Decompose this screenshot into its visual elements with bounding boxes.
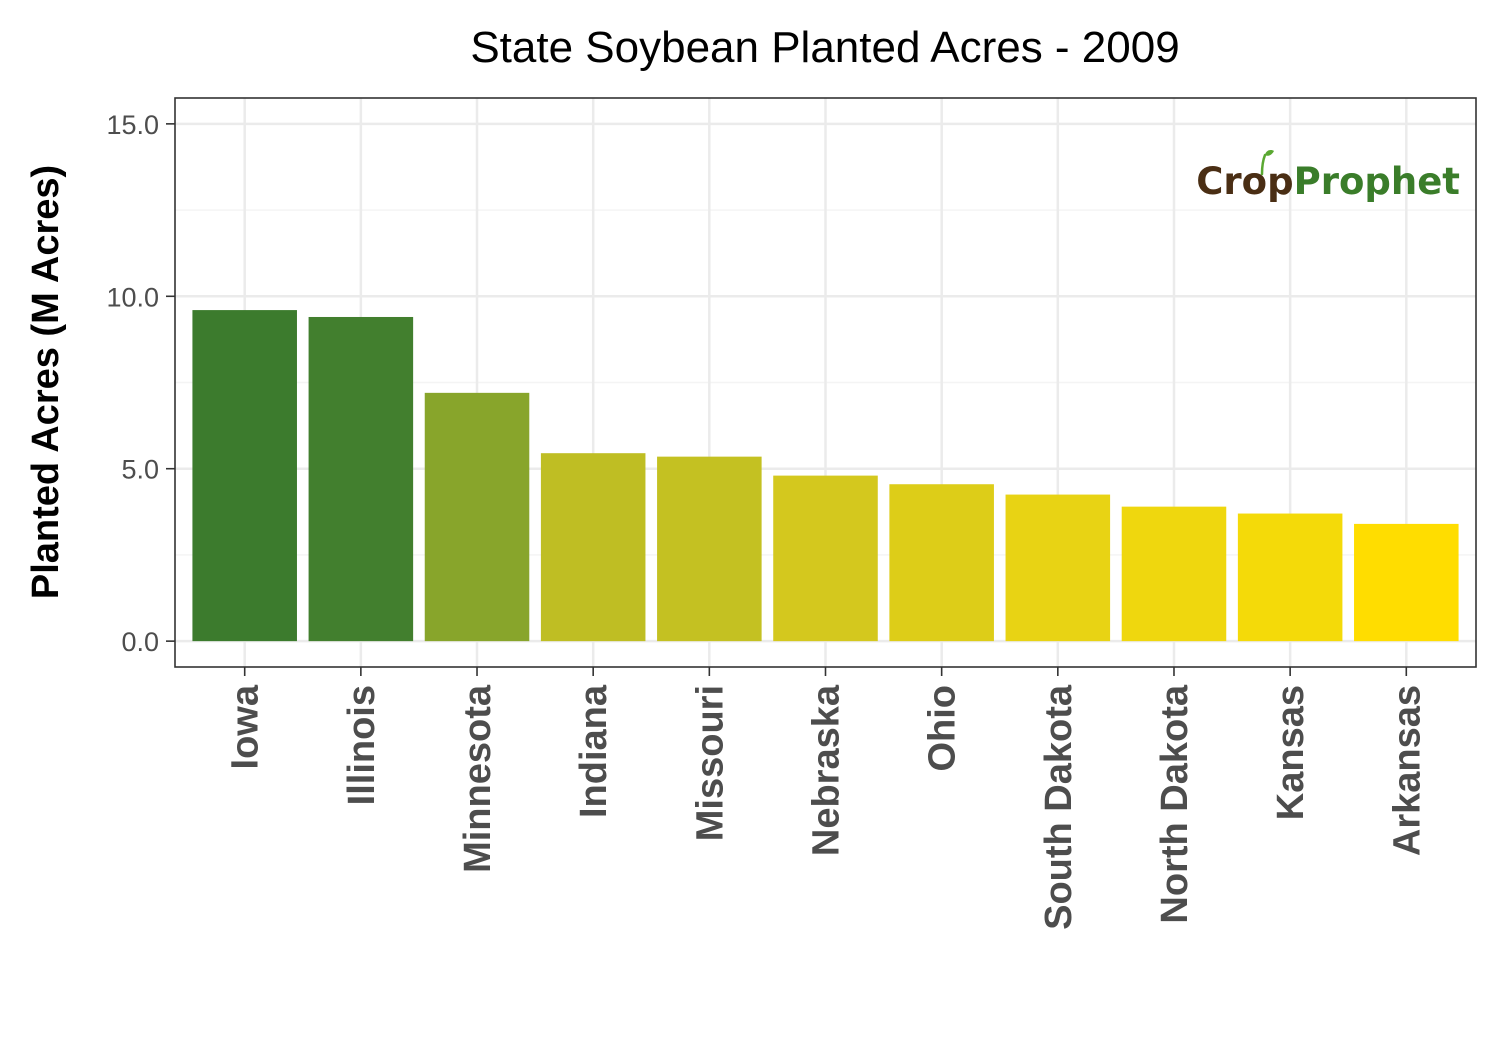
y-tick-label: 5.0 — [121, 455, 159, 485]
logo-text-prophet: Prophet — [1294, 160, 1460, 203]
x-tick-label: Indiana — [573, 684, 615, 818]
plot-panel-border — [174, 97, 1477, 668]
y-axis-ticks: 0.0 5.0 10.0 15.0 — [106, 110, 175, 657]
bar-minnesota — [424, 392, 530, 642]
y-tick-label: 10.0 — [106, 282, 159, 312]
x-tick-label: Illinois — [341, 685, 383, 805]
bar-illinois — [308, 316, 414, 642]
bar-indiana — [540, 453, 646, 642]
x-tick-label: Missouri — [689, 685, 731, 841]
x-tick-label: Arkansas — [1386, 685, 1428, 856]
x-tick-label: Ohio — [922, 685, 964, 772]
x-tick-label: Kansas — [1270, 685, 1312, 820]
bar-iowa — [192, 310, 297, 642]
bar-ohio — [889, 484, 994, 642]
y-tick-label: 15.0 — [106, 110, 159, 140]
bar-kansas — [1237, 513, 1343, 642]
x-tick-label: South Dakota — [1038, 684, 1080, 930]
bar-missouri — [657, 456, 762, 642]
y-axis-label: Planted Acres (M Acres) — [25, 165, 67, 599]
sprout-icon — [1260, 150, 1274, 176]
chart-title: State Soybean Planted Acres - 2009 — [470, 23, 1179, 72]
bar-nebraska — [773, 475, 878, 642]
svg-text:CropProphet: CropProphet — [1196, 160, 1460, 203]
x-tick-label: Minnesota — [457, 684, 499, 873]
x-tick-label: Iowa — [225, 684, 267, 769]
x-tick-label: North Dakota — [1154, 684, 1196, 923]
x-tick-label: Nebraska — [806, 684, 848, 856]
bar-arkansas — [1354, 523, 1459, 642]
y-tick-label: 0.0 — [121, 627, 159, 657]
bars — [192, 310, 1459, 642]
x-axis-ticks: Iowa Illinois Minnesota Indiana Missouri Nebr… — [225, 667, 1428, 930]
cropprophet-logo: CropProphet — [1196, 150, 1460, 203]
logo-text-crop: Crop — [1196, 160, 1293, 203]
bar-north-dakota — [1121, 506, 1227, 642]
bar-south-dakota — [1005, 494, 1111, 642]
